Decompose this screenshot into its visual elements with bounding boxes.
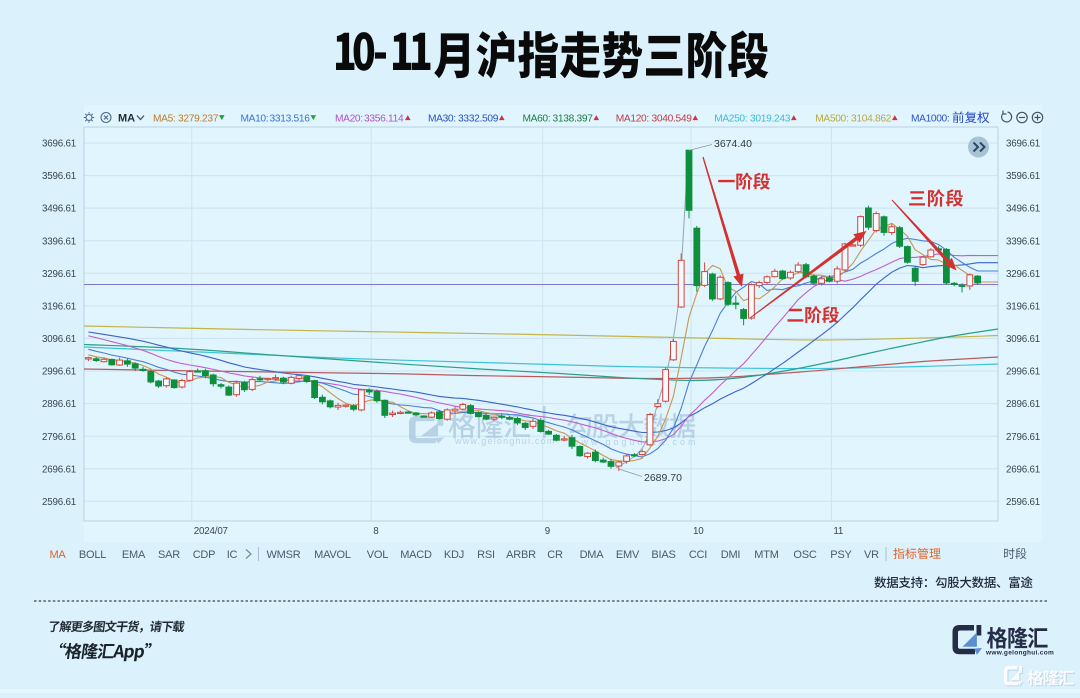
svg-text:BOLL: BOLL (79, 549, 106, 561)
svg-text:EMA: EMA (122, 549, 146, 561)
svg-text:3396.61: 3396.61 (1006, 236, 1040, 247)
svg-text:2796.61: 2796.61 (1006, 432, 1040, 443)
svg-text:2996.61: 2996.61 (42, 367, 76, 378)
svg-text:MA10:: MA10: (241, 114, 269, 125)
svg-text:MA5:: MA5: (153, 114, 175, 125)
svg-text:2689.70: 2689.70 (644, 472, 682, 484)
svg-text:MA: MA (49, 549, 66, 561)
svg-text:9: 9 (545, 526, 550, 537)
svg-text:3040.549: 3040.549 (652, 114, 693, 125)
svg-text:www.gelonghui.com: www.gelonghui.com (985, 650, 1054, 657)
svg-text:3196.61: 3196.61 (42, 302, 76, 313)
svg-text:3196.61: 3196.61 (1006, 302, 1040, 313)
svg-text:3696.61: 3696.61 (42, 139, 76, 150)
svg-text:3356.114: 3356.114 (364, 114, 404, 125)
svg-text:8: 8 (373, 526, 379, 537)
svg-text:3279.237: 3279.237 (178, 114, 219, 125)
svg-text:www.gelonghui.com: www.gelonghui.com (454, 436, 555, 446)
svg-text:www.gogudata.com: www.gogudata.com (571, 437, 699, 447)
svg-text:MA250:: MA250: (714, 114, 747, 125)
svg-text:IC: IC (227, 549, 238, 561)
svg-text:3104.862: 3104.862 (851, 114, 892, 125)
svg-text:PSY: PSY (830, 549, 852, 561)
svg-text:MA500:: MA500: (815, 114, 848, 125)
svg-text:ARBR: ARBR (506, 549, 536, 561)
svg-text:KDJ: KDJ (444, 549, 464, 561)
svg-text:2996.61: 2996.61 (1006, 367, 1040, 378)
svg-text:DMI: DMI (721, 549, 741, 561)
svg-text:2596.61: 2596.61 (1006, 497, 1040, 508)
svg-text:3096.61: 3096.61 (42, 334, 76, 345)
svg-text:2796.61: 2796.61 (42, 432, 76, 443)
svg-text:3019.243: 3019.243 (750, 114, 791, 125)
svg-text:WMSR: WMSR (266, 549, 300, 561)
svg-text:VR: VR (864, 549, 879, 561)
svg-text:2024/07: 2024/07 (194, 526, 228, 537)
svg-text:MA60:: MA60: (523, 114, 551, 125)
svg-text:3332.509: 3332.509 (458, 114, 499, 125)
svg-text:2896.61: 2896.61 (1006, 399, 1040, 410)
svg-text:MA120:: MA120: (616, 114, 649, 125)
svg-text:BIAS: BIAS (651, 549, 675, 561)
svg-text:3496.61: 3496.61 (42, 204, 76, 215)
svg-text:2696.61: 2696.61 (1006, 464, 1040, 475)
svg-text:OSC: OSC (793, 549, 816, 561)
svg-text:3674.40: 3674.40 (714, 138, 752, 150)
svg-text:DMA: DMA (580, 549, 605, 561)
svg-text:SAR: SAR (158, 549, 180, 561)
svg-text:3396.61: 3396.61 (42, 236, 76, 247)
svg-text:3696.61: 3696.61 (1006, 139, 1040, 150)
svg-text:MACD: MACD (400, 549, 432, 561)
svg-text:10: 10 (693, 526, 704, 537)
svg-text:3096.61: 3096.61 (1006, 334, 1040, 345)
svg-text:EMV: EMV (616, 549, 640, 561)
svg-text:3596.61: 3596.61 (42, 171, 76, 182)
svg-text:CDP: CDP (193, 549, 216, 561)
svg-text:VOL: VOL (367, 549, 388, 561)
svg-text:11: 11 (833, 526, 843, 537)
svg-text:MTM: MTM (754, 549, 778, 561)
svg-text:CCI: CCI (689, 549, 707, 561)
svg-text:CR: CR (547, 549, 563, 561)
svg-text:2696.61: 2696.61 (42, 464, 76, 475)
svg-text:3296.61: 3296.61 (42, 269, 76, 280)
svg-text:3138.397: 3138.397 (553, 114, 594, 125)
svg-text:3496.61: 3496.61 (1006, 204, 1040, 215)
svg-text:MAVOL: MAVOL (314, 549, 351, 561)
svg-text:3296.61: 3296.61 (1006, 269, 1040, 280)
svg-text:3596.61: 3596.61 (1006, 171, 1040, 182)
svg-text:2596.61: 2596.61 (42, 497, 76, 508)
svg-text:RSI: RSI (477, 549, 495, 561)
svg-text:3313.516: 3313.516 (270, 114, 311, 125)
svg-text:MA30:: MA30: (428, 114, 456, 125)
svg-text:2896.61: 2896.61 (42, 399, 76, 410)
svg-text:MA1000:: MA1000: (911, 114, 949, 125)
svg-text:MA: MA (118, 113, 135, 125)
svg-text:MA20:: MA20: (335, 114, 363, 125)
